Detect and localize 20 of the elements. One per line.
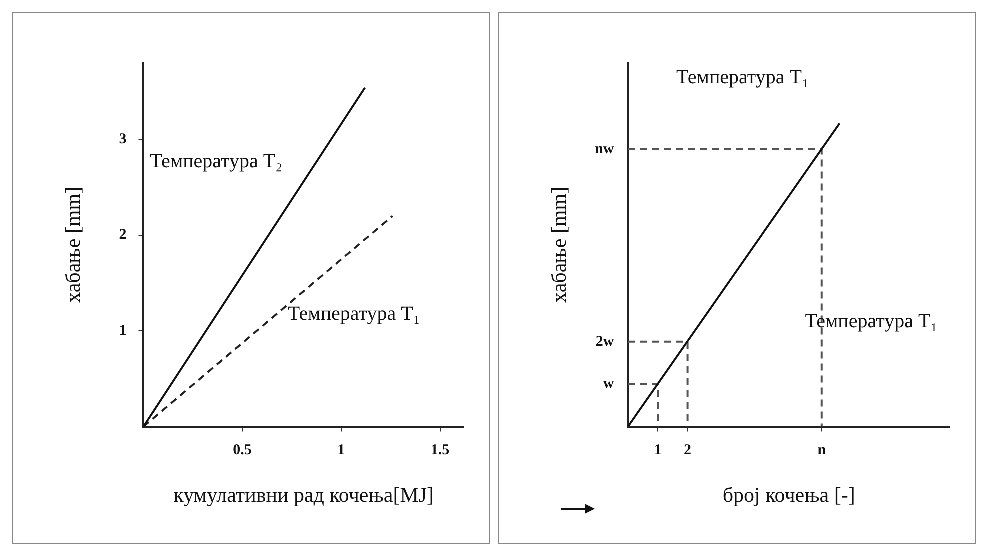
annotation: Температура T₂ (150, 150, 283, 172)
x-tick-label: 0.5 (233, 442, 252, 459)
text: Температура T₁ (676, 66, 809, 89)
y-axis-title: хабање [mm] (61, 186, 86, 303)
text: w (603, 376, 614, 392)
x-tick-label: 1.5 (430, 442, 450, 459)
text: 2w (596, 334, 614, 350)
x-axis-title: кумулативни рад кочења[MJ] (174, 482, 434, 507)
y-tick-label: 1 (119, 322, 127, 339)
y-tick-label: 2 (119, 227, 127, 244)
x-tick-label: 2 (684, 442, 692, 459)
annotation: Температура T₁ (288, 303, 420, 326)
x-tick-label: 1 (338, 442, 346, 459)
y-tick-label: 3 (119, 131, 127, 148)
annotation: Температура T₁ (805, 310, 938, 332)
y-axis-title: хабање [mm] (547, 186, 572, 303)
x-axis-title: број кочења [-] (722, 482, 856, 507)
text: nw (595, 141, 614, 158)
x-tick-label: 1 (654, 442, 662, 459)
x-tick-label: n (818, 442, 827, 459)
